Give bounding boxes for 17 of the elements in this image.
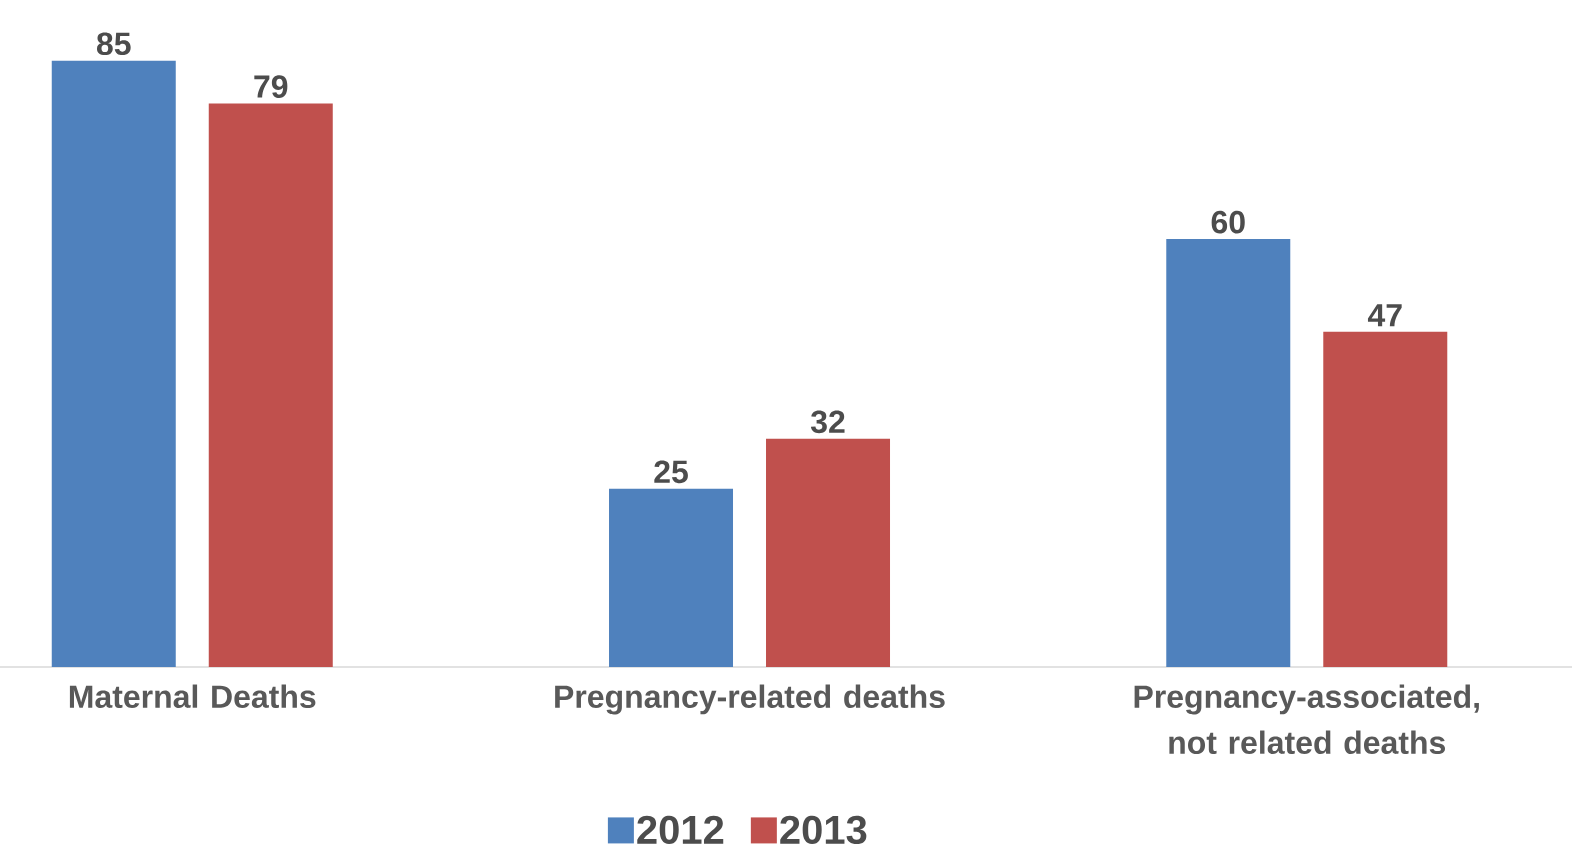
data-label: 60 xyxy=(1211,210,1245,234)
data-label: 25 xyxy=(654,460,688,484)
bar xyxy=(208,103,333,667)
bar xyxy=(766,438,891,667)
bar xyxy=(1323,331,1448,667)
data-label: 85 xyxy=(96,32,131,56)
data-label: 79 xyxy=(254,75,288,98)
bar xyxy=(51,60,176,667)
x-tick-label: Pregnancy-related deaths xyxy=(555,684,945,715)
legend-label: 2012 xyxy=(637,815,724,845)
bar xyxy=(609,488,734,667)
x-tick-label: Pregnancy-associated, not related deaths xyxy=(1134,684,1479,755)
x-tick-label: Maternal Deaths xyxy=(69,684,316,709)
data-label: 47 xyxy=(1367,304,1402,327)
legend-label: 2013 xyxy=(780,815,867,845)
bar xyxy=(1166,238,1291,667)
data-label: 32 xyxy=(810,410,845,434)
